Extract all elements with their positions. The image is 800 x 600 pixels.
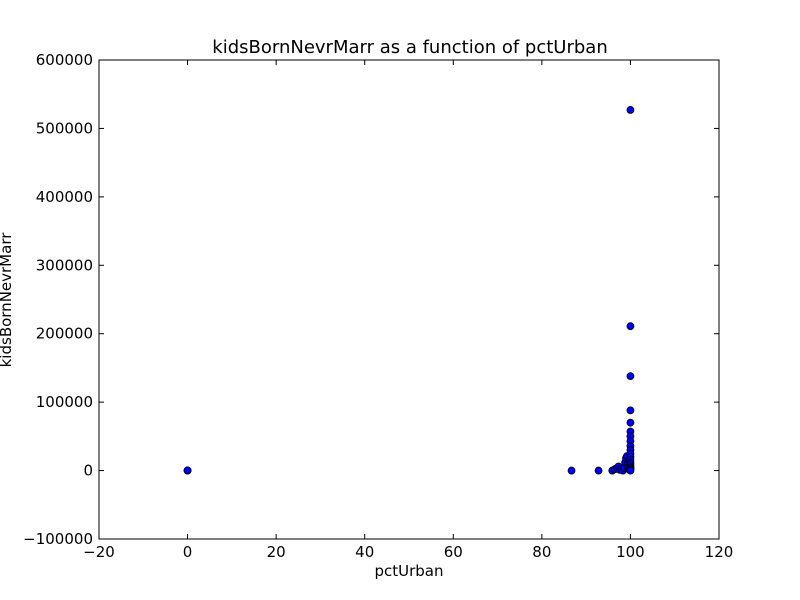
y-tick-label: −100000 [23,530,93,548]
scatter-point [626,372,635,381]
scatter-point [594,466,603,475]
scatter-point [183,466,192,475]
x-tick-label: 100 [616,543,645,561]
y-tick-label: 200000 [36,325,93,343]
y-tick-label: 400000 [36,188,93,206]
scatter-point [626,406,635,415]
plot-area-frame [98,59,720,540]
x-tick-label: −20 [83,543,115,561]
x-tick-label: 60 [444,543,463,561]
scatter-point [626,322,635,331]
x-tick-label: 40 [355,543,374,561]
y-tick-label: 300000 [36,256,93,274]
x-tick-label: 20 [267,543,286,561]
y-axis-label: kidsBornNevrMarr [0,232,15,368]
x-tick-label: 120 [705,543,734,561]
y-tick-label: 500000 [36,119,93,137]
scatter-point [626,466,635,475]
x-tick-label: 0 [183,543,193,561]
y-tick-label: 0 [83,462,93,480]
scatter-point [626,106,635,114]
y-tick-label: 100000 [36,393,93,411]
axis-ticks: −20 0 20 40 60 80 100 120 −100000 0 100000 200000 30… [23,51,733,561]
data-points [183,106,635,475]
x-tick-label: 80 [532,543,551,561]
x-axis-label: pctUrban [374,562,443,580]
scatter-point [567,466,576,475]
y-tick-label: 600000 [36,51,93,69]
chart-title: kidsBornNevrMarr as a function of pctUrb… [212,37,607,58]
scatter-point [626,418,635,427]
